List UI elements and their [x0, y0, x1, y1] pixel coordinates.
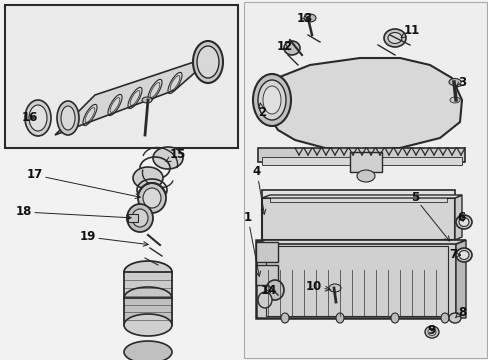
Bar [258, 148, 464, 162]
Ellipse shape [124, 261, 172, 283]
Polygon shape [262, 58, 461, 150]
Ellipse shape [427, 328, 435, 336]
Text: 8: 8 [455, 306, 465, 319]
Polygon shape [454, 195, 461, 240]
Bar [124, 272, 172, 298]
Ellipse shape [132, 209, 148, 227]
Ellipse shape [263, 86, 281, 114]
Bar [256, 265, 278, 285]
Text: 4: 4 [252, 166, 265, 214]
Ellipse shape [142, 97, 152, 103]
Text: 19: 19 [80, 230, 148, 246]
Text: 7: 7 [448, 248, 459, 261]
Polygon shape [262, 195, 461, 198]
Ellipse shape [383, 29, 405, 47]
Text: 18: 18 [16, 206, 131, 220]
Ellipse shape [258, 80, 285, 120]
Text: 14: 14 [260, 284, 277, 297]
Ellipse shape [25, 100, 51, 136]
Text: 15: 15 [165, 148, 186, 162]
Ellipse shape [153, 147, 183, 169]
Ellipse shape [458, 251, 468, 260]
Bar [256, 240, 455, 318]
Ellipse shape [124, 341, 172, 360]
Ellipse shape [252, 74, 290, 126]
Ellipse shape [193, 41, 223, 83]
Ellipse shape [142, 188, 161, 208]
Ellipse shape [61, 106, 75, 130]
Ellipse shape [448, 78, 460, 85]
Bar [262, 190, 454, 198]
Text: 16: 16 [22, 112, 38, 125]
Text: 2: 2 [257, 103, 265, 120]
Ellipse shape [356, 170, 374, 182]
Ellipse shape [449, 97, 459, 103]
Text: 17: 17 [27, 168, 140, 198]
Bar [349, 152, 381, 172]
Ellipse shape [335, 313, 343, 323]
Ellipse shape [124, 314, 172, 336]
Ellipse shape [328, 284, 340, 292]
Ellipse shape [281, 313, 288, 323]
Ellipse shape [448, 313, 460, 323]
Ellipse shape [458, 217, 468, 226]
Text: 11: 11 [400, 23, 419, 38]
Polygon shape [256, 240, 465, 244]
Ellipse shape [57, 101, 79, 135]
Ellipse shape [124, 287, 172, 309]
Text: 12: 12 [276, 40, 292, 54]
Bar [256, 242, 278, 262]
Ellipse shape [455, 248, 471, 262]
Ellipse shape [304, 14, 315, 22]
Ellipse shape [133, 167, 163, 189]
Text: 3: 3 [456, 76, 465, 89]
Polygon shape [455, 240, 465, 318]
Bar [124, 298, 172, 325]
Ellipse shape [265, 280, 284, 300]
Ellipse shape [390, 313, 398, 323]
Text: 13: 13 [296, 12, 312, 24]
Bar [244, 2, 486, 358]
Bar [128, 214, 138, 222]
Ellipse shape [284, 41, 299, 55]
Ellipse shape [127, 204, 153, 232]
Text: 9: 9 [427, 324, 435, 337]
Ellipse shape [455, 215, 471, 229]
Polygon shape [55, 55, 215, 135]
Text: 5: 5 [410, 192, 448, 241]
Bar [262, 198, 454, 240]
Ellipse shape [138, 183, 165, 213]
Bar [5, 5, 238, 148]
Text: 10: 10 [305, 280, 329, 293]
Bar [265, 246, 447, 316]
Bar [269, 197, 446, 202]
Ellipse shape [197, 46, 219, 78]
Ellipse shape [424, 326, 438, 338]
Ellipse shape [387, 32, 401, 44]
Ellipse shape [258, 292, 271, 308]
Bar [262, 157, 461, 165]
Ellipse shape [440, 313, 448, 323]
Text: 1: 1 [244, 211, 260, 276]
Text: 6: 6 [456, 211, 464, 225]
Ellipse shape [29, 105, 47, 131]
